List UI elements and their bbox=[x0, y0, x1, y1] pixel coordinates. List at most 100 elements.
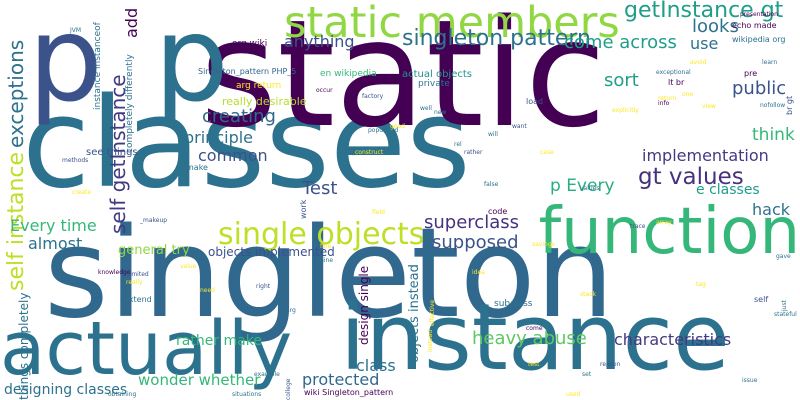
word-completely-differently: completely differently bbox=[125, 54, 135, 153]
word-used: used bbox=[566, 391, 581, 398]
word-nofollow: nofollow bbox=[760, 102, 786, 109]
word-actual-objects: actual objects bbox=[402, 69, 472, 80]
word-avoid: avoid bbox=[690, 59, 707, 66]
word-p: p bbox=[154, 0, 229, 128]
word-knowledge: knowledge bbox=[98, 269, 131, 276]
word-en-wikipedia: en wikipedia bbox=[320, 69, 377, 79]
word-issue: issue bbox=[742, 377, 758, 384]
word-heavy-abuse: heavy abuse bbox=[472, 328, 587, 349]
word-every-time: Every time bbox=[10, 216, 97, 235]
word-p-every: p Every bbox=[550, 176, 615, 196]
word-getinstance-gt: getInstance gt bbox=[624, 0, 784, 23]
word-e-classes: e classes bbox=[696, 182, 760, 198]
word-situations: situations bbox=[232, 391, 262, 398]
word-protected: protected bbox=[302, 370, 380, 389]
word-load: load bbox=[526, 97, 544, 106]
word-function: function bbox=[538, 195, 800, 269]
word-stateful: stateful bbox=[774, 311, 797, 318]
word-will: will bbox=[488, 131, 498, 138]
word-gave: gave bbox=[776, 253, 791, 260]
word-instance: instance bbox=[340, 284, 730, 391]
word-br-gt: br gt bbox=[785, 95, 794, 115]
word-jvm: JVM bbox=[70, 27, 82, 34]
word-values: values bbox=[580, 185, 600, 192]
word-want: want bbox=[512, 123, 527, 130]
word-array: array bbox=[656, 219, 672, 226]
word-actually: actually bbox=[0, 306, 293, 392]
word-populated: populated bbox=[368, 127, 399, 134]
word-right: right bbox=[256, 283, 271, 290]
word-college: college bbox=[285, 378, 292, 400]
word-fine: fine bbox=[320, 243, 332, 250]
word-rather-make: rather make bbox=[176, 333, 262, 349]
word-stack: stack bbox=[580, 291, 596, 298]
word-objects-instead: objects instead bbox=[407, 264, 422, 363]
word-looks: looks bbox=[692, 16, 739, 37]
word-singleton: singleton bbox=[44, 202, 615, 346]
word-obtaining: obtaining bbox=[108, 391, 137, 398]
word-exceptional: exceptional bbox=[656, 69, 691, 76]
word-mine: mine bbox=[318, 257, 334, 264]
word-think: think bbox=[752, 125, 795, 145]
word-field: field bbox=[372, 209, 385, 216]
word-hack: hack bbox=[752, 200, 791, 219]
word-effective: effective bbox=[429, 299, 436, 326]
word-principle: principle bbox=[184, 128, 254, 147]
word-test: test bbox=[528, 361, 540, 368]
word-case: case bbox=[540, 149, 554, 156]
word-come: come bbox=[526, 325, 543, 332]
word-subclass: subclass bbox=[494, 299, 533, 309]
word-trace: trace bbox=[630, 223, 646, 230]
word-arg-return: arg return bbox=[236, 81, 282, 91]
word-really-desirable: really desirable bbox=[222, 95, 307, 108]
word-learn: learn bbox=[762, 59, 778, 66]
word-design-single: design single bbox=[357, 265, 371, 345]
word-rather: rather bbox=[464, 149, 483, 156]
word-good: good bbox=[390, 123, 405, 130]
word-echo-made: echo made bbox=[732, 21, 777, 30]
word-false: false bbox=[484, 181, 499, 188]
word-construct: _construct bbox=[352, 149, 384, 156]
word-return: return bbox=[658, 95, 677, 102]
word-see-things: see things bbox=[86, 147, 138, 158]
word-common: common bbox=[198, 146, 268, 165]
word-one: one bbox=[682, 91, 694, 98]
word-p: p bbox=[28, 0, 103, 128]
word-instance-instanceof: instance instanceof bbox=[93, 22, 103, 110]
word-extend: extend bbox=[124, 295, 152, 304]
word-singleton-pattern-php-5: Singleton_pattern PHP_5 bbox=[198, 67, 297, 76]
word-code: code bbox=[488, 207, 508, 216]
word-view: view bbox=[702, 103, 716, 110]
word-arg: arg bbox=[286, 307, 296, 314]
word-instead: instead bbox=[427, 329, 434, 352]
word-things-completely: things completely bbox=[17, 292, 31, 400]
word-limited: limited bbox=[128, 271, 149, 278]
word-create: create bbox=[72, 189, 92, 196]
word-really: really bbox=[126, 279, 143, 286]
word-well: well bbox=[420, 105, 432, 112]
word-org-wiki: org wiki bbox=[232, 39, 268, 49]
word-creating: creating bbox=[202, 106, 276, 127]
word-static: static bbox=[200, 0, 607, 160]
word-almost: almost bbox=[28, 234, 83, 253]
word-use: use bbox=[690, 34, 719, 53]
word-example: example bbox=[254, 371, 280, 378]
word-wikipedia-org: wikipedia org bbox=[732, 35, 786, 44]
word-methods: methods bbox=[62, 157, 89, 164]
word-designing-classes: designing classes bbox=[4, 382, 128, 398]
word-rel: rel bbox=[454, 141, 462, 148]
word-new: new bbox=[434, 109, 447, 116]
word-tag: tag bbox=[696, 281, 706, 288]
word-makeup: _makeup bbox=[140, 217, 168, 224]
word-characteristics: characteristics bbox=[614, 330, 732, 349]
word-work: work bbox=[299, 199, 308, 219]
word-make: make bbox=[186, 163, 208, 172]
word-objects-implemented: objects implemented bbox=[208, 245, 335, 259]
word-wiki-singleton-pattern: wiki Singleton_pattern bbox=[304, 388, 394, 397]
word-implementation: implementation bbox=[642, 146, 769, 165]
word-superclass: superclass bbox=[424, 212, 519, 233]
word-exceptions: exceptions bbox=[4, 39, 28, 148]
word-pre: pre bbox=[744, 69, 758, 78]
word-sort: sort bbox=[604, 70, 639, 91]
